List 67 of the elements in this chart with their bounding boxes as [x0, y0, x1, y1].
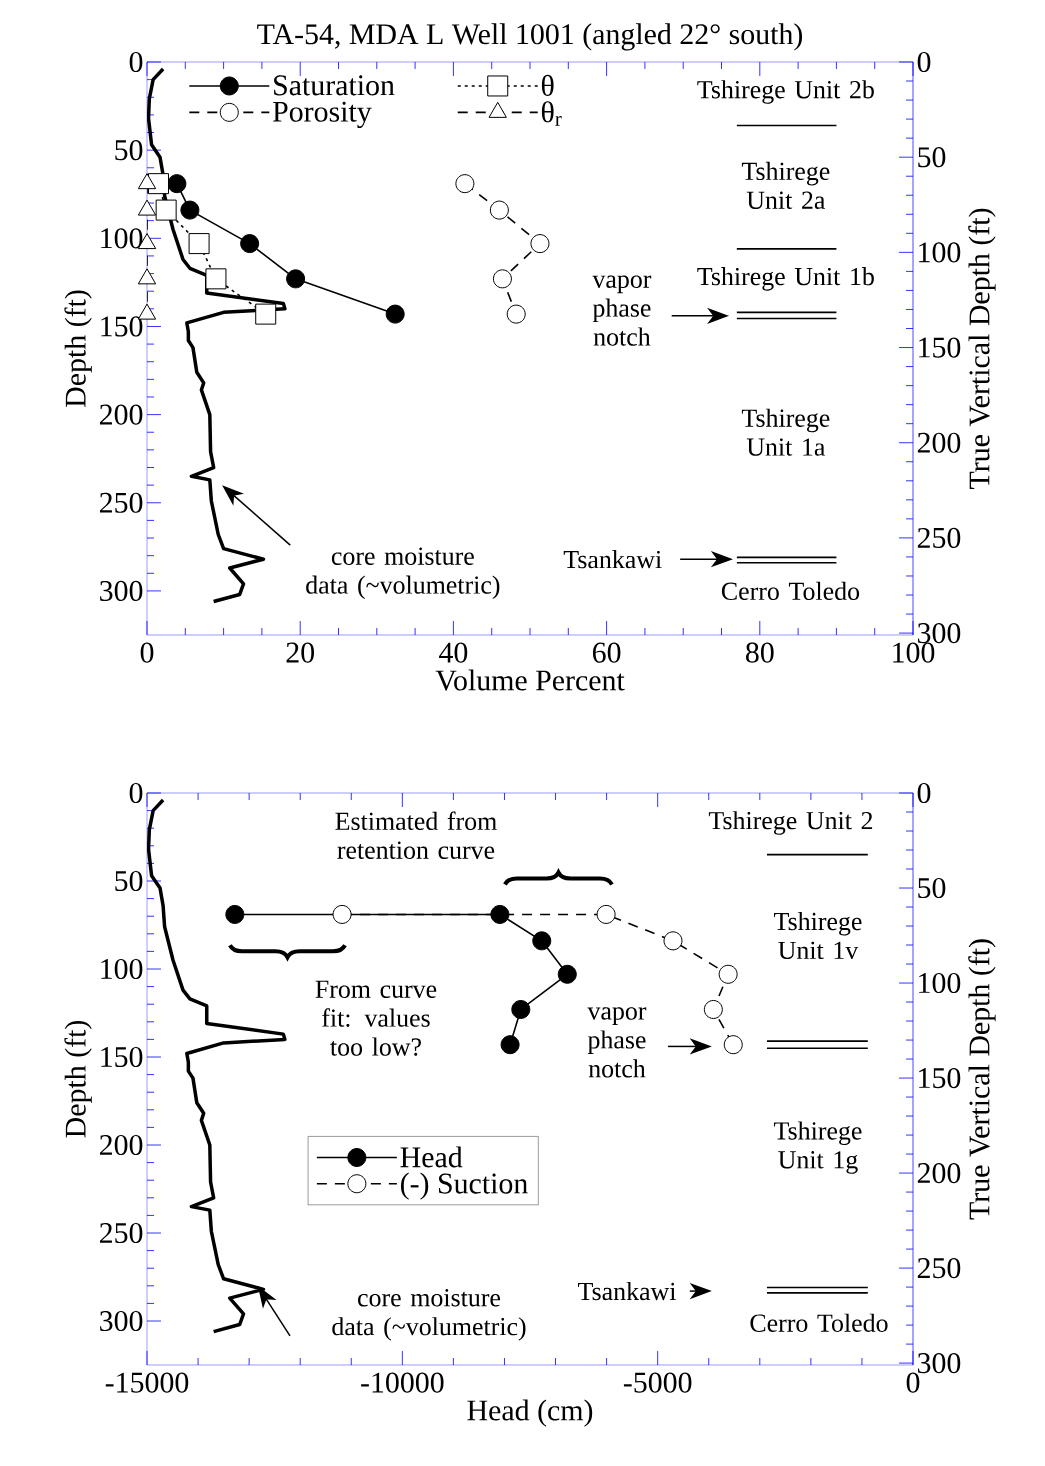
y-tick-label: 50 [115, 140, 143, 161]
y-axis-title: Depth (ft) [64, 290, 92, 407]
legend-label: Head [400, 1146, 463, 1168]
y2-tick-label: 0 [917, 51, 931, 73]
y-tick-label: 100 [101, 228, 143, 249]
y-tick-label: 0 [129, 51, 143, 73]
annotation: Cerro Toledo [721, 581, 860, 601]
annotation: Cerro Toledo [750, 1313, 888, 1332]
y2-tick-label: 200 [917, 432, 961, 453]
annotation: Tshirege Unit 1b [697, 267, 874, 291]
annotation: vapor phase notch [592, 275, 652, 346]
y-tick-label: 300 [100, 1310, 143, 1332]
annotation: Estimated from retention curve [335, 811, 497, 859]
annotation: Tshirege Unit 2 [708, 811, 873, 835]
legend-label: Porosity [272, 101, 372, 128]
x-tick-label: 100 [893, 642, 935, 663]
annotation: Tsankawi [578, 1281, 676, 1301]
x-axis-title: Head (cm) [467, 1399, 593, 1427]
y-tick-label: 150 [101, 1046, 143, 1068]
x-tick-label: -5000 [623, 1372, 692, 1393]
legend-label: θ$_{r}$ [541, 101, 562, 126]
legend-label: θ [541, 74, 554, 96]
y2-tick-label: 150 [919, 1067, 961, 1089]
annotation: Tshirege Unit 1a [741, 408, 830, 456]
y-tick-label: 250 [99, 492, 143, 513]
y2-tick-label: 100 [919, 972, 961, 994]
y-tick-label: 50 [115, 870, 143, 892]
y2-tick-label: 200 [917, 1162, 961, 1184]
y-axis-title: Depth (ft) [64, 1020, 92, 1138]
y2-tick-label: 150 [919, 337, 961, 358]
y2-tick-label: 50 [918, 147, 946, 168]
y2-axis-title: True Vertical Depth (ft) [968, 208, 996, 489]
y2-tick-label: 300 [917, 1353, 961, 1374]
chart-title: TA-54, MDA L Well 1001 (angled 22° south) [257, 23, 803, 51]
x-tick-label: -10000 [361, 1372, 444, 1393]
annotation: Tsankawi [563, 550, 662, 569]
annotation: core moisture data (~volumetric) [306, 547, 500, 600]
y-tick-label: 200 [99, 1134, 143, 1156]
y2-tick-label: 250 [917, 1258, 961, 1279]
x-tick-label: 0 [906, 1372, 920, 1393]
annotation: Tshirege Unit 2b [697, 80, 874, 104]
y-tick-label: 150 [101, 316, 143, 337]
x-tick-label: 80 [746, 642, 774, 663]
y2-axis-title: True Vertical Depth (ft) [968, 939, 996, 1220]
annotation: From curve fit: values too low? [315, 980, 437, 1056]
y2-tick-label: 50 [918, 877, 946, 899]
legend-label: Saturation [274, 75, 395, 96]
y-tick-label: 0 [129, 782, 143, 804]
x-axis-title: Volume Percent [435, 669, 625, 691]
annotation: core moisture data (~volumetric) [332, 1289, 526, 1341]
x-tick-label: -15000 [105, 1372, 189, 1393]
y-tick-label: 250 [99, 1222, 143, 1244]
y-tick-label: 100 [101, 958, 143, 980]
y2-tick-label: 300 [917, 623, 961, 644]
x-tick-label: 60 [592, 642, 621, 663]
x-tick-label: 20 [286, 642, 315, 663]
y-tick-label: 300 [100, 580, 143, 602]
y-tick-label: 200 [99, 404, 143, 425]
annotation: Tshirege Unit 1g [774, 1121, 862, 1174]
annotation: Tshirege Unit 1v [774, 912, 862, 960]
x-tick-label: 40 [439, 642, 468, 663]
y2-tick-label: 250 [917, 527, 961, 548]
y2-tick-label: 100 [919, 242, 961, 263]
legend-label: (-) Suction [400, 1172, 528, 1200]
y2-tick-label: 0 [917, 782, 931, 804]
annotation: Tshirege Unit 2a [741, 161, 830, 209]
annotation: vapor phase notch [587, 1007, 647, 1078]
